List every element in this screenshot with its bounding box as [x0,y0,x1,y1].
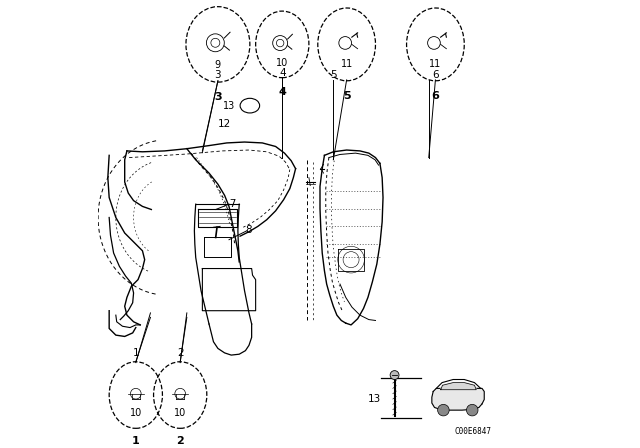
Circle shape [390,370,399,379]
Text: 6: 6 [431,90,439,100]
Text: 8: 8 [244,225,252,235]
Text: 4: 4 [278,87,286,98]
Text: 12: 12 [218,119,231,129]
Polygon shape [441,383,476,390]
Text: 10: 10 [174,408,186,418]
Text: C00E6847: C00E6847 [454,427,492,436]
Text: 5: 5 [343,90,351,100]
Polygon shape [432,388,484,410]
Text: 5: 5 [330,70,337,81]
Text: 11: 11 [429,60,442,69]
Text: 6: 6 [432,70,438,81]
Text: 10: 10 [276,58,289,68]
Text: 2: 2 [177,348,184,358]
Text: 4: 4 [279,68,285,78]
Text: 13: 13 [223,101,235,111]
Circle shape [467,405,478,416]
Text: 3: 3 [214,70,221,81]
Text: 2: 2 [176,436,184,446]
Text: 9: 9 [215,60,221,70]
Text: 11: 11 [340,60,353,69]
Text: 13: 13 [368,395,381,405]
Text: 1: 1 [132,436,140,446]
Text: 3: 3 [214,92,221,102]
Text: -7: -7 [226,199,236,209]
Text: 10: 10 [130,408,142,418]
Text: 1: 1 [132,348,139,358]
Circle shape [438,405,449,416]
